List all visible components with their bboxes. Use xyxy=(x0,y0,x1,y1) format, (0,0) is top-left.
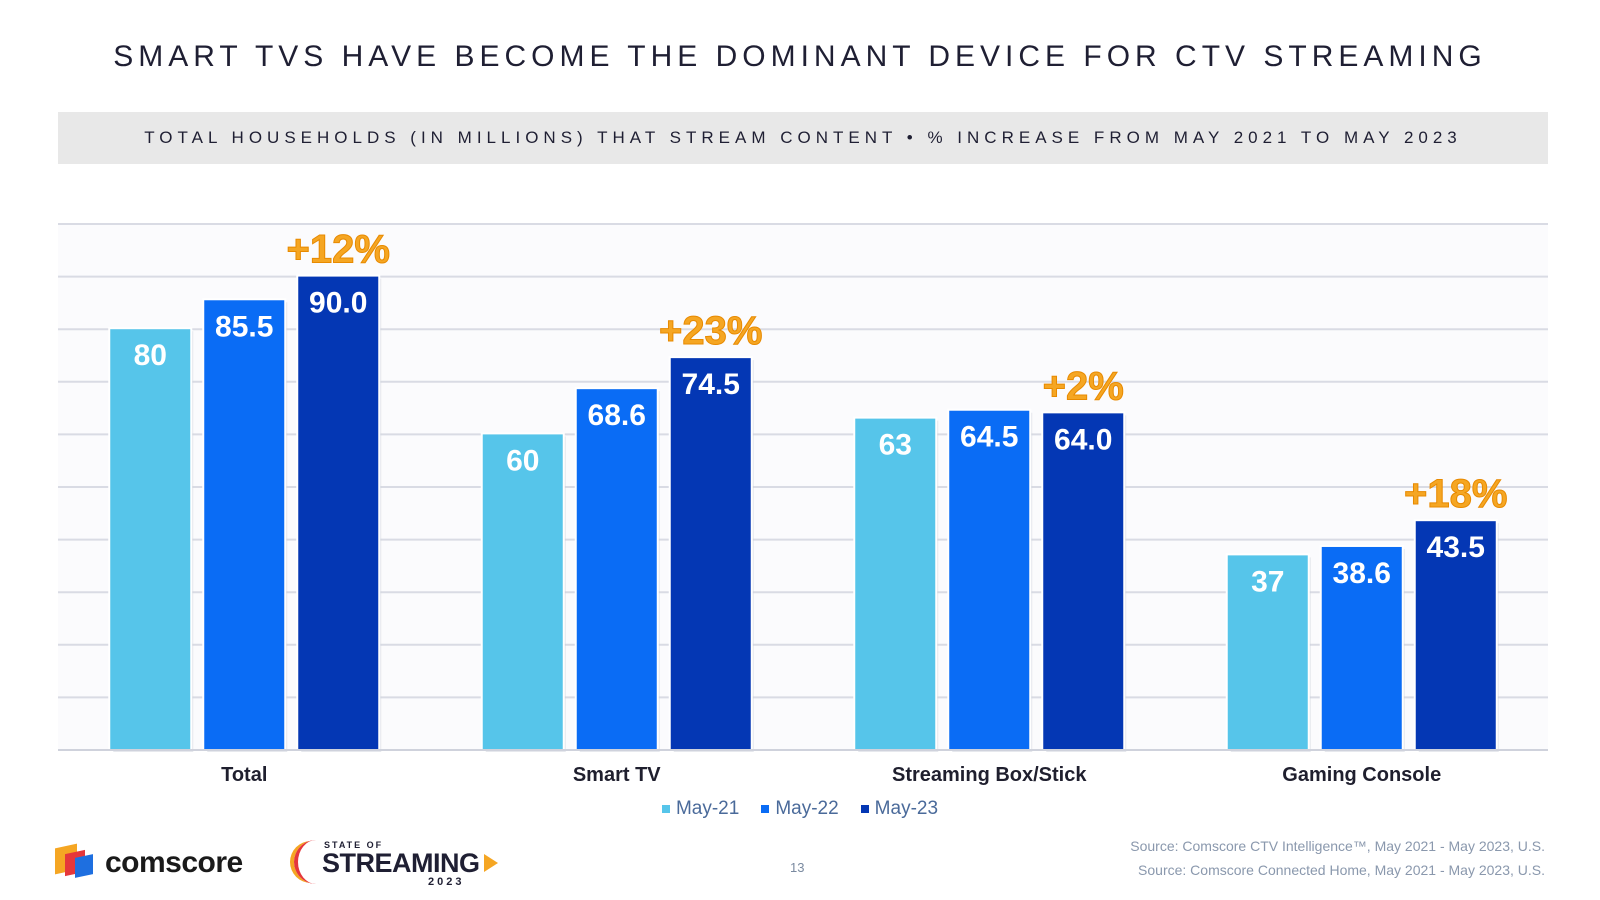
growth-annotation: +2% xyxy=(1043,364,1124,408)
source-note-2: Source: Comscore Connected Home, May 202… xyxy=(1138,862,1545,878)
legend-item-may-22: May-22 xyxy=(761,798,839,820)
bar xyxy=(482,434,563,750)
growth-annotation: +23% xyxy=(659,309,762,353)
bar xyxy=(204,300,285,750)
data-label: 68.6 xyxy=(588,399,646,432)
data-label: 38.6 xyxy=(1333,557,1391,590)
legend-label: May-22 xyxy=(775,798,839,819)
bar xyxy=(1043,413,1124,750)
comscore-logo-icon xyxy=(55,843,95,880)
chart-subtitle: TOTAL HOUSEHOLDS (IN MILLIONS) THAT STRE… xyxy=(144,128,1462,147)
bar xyxy=(949,410,1030,750)
data-label: 64.5 xyxy=(960,421,1018,454)
comscore-wordmark: comscore xyxy=(105,846,243,879)
legend-swatch xyxy=(761,805,770,813)
legend-swatch xyxy=(661,805,670,813)
sos-year: 2023 xyxy=(428,876,465,888)
bar xyxy=(298,276,379,750)
bar xyxy=(855,418,936,750)
sos-state-of: STATE OF xyxy=(324,840,384,850)
data-label: 64.0 xyxy=(1054,423,1112,456)
sos-arc-icon xyxy=(294,840,318,884)
legend-label: May-21 xyxy=(675,798,740,819)
growth-annotation: +12% xyxy=(287,228,390,272)
page-number: 13 xyxy=(790,860,805,875)
bar xyxy=(1321,546,1402,750)
data-label: 43.5 xyxy=(1427,531,1485,564)
sos-streaming: STREAMING xyxy=(322,848,480,878)
slide-title: SMART TVS HAVE BECOME THE DOMINANT DEVIC… xyxy=(113,40,1487,73)
source-note-1: Source: Comscore CTV Intelligence™, May … xyxy=(1130,838,1545,854)
legend-swatch xyxy=(860,805,869,813)
state-of-streaming-logo: STATE OF STREAMING 2023 xyxy=(294,840,504,888)
category-label: Smart TV xyxy=(573,764,661,786)
legend-item-may-23: May-23 xyxy=(860,798,939,820)
play-icon xyxy=(484,854,498,872)
subtitle-band: TOTAL HOUSEHOLDS (IN MILLIONS) THAT STRE… xyxy=(58,112,1548,164)
comscore-logo: comscore xyxy=(55,843,243,880)
data-label: 74.5 xyxy=(682,368,740,401)
legend-item-may-21: May-21 xyxy=(661,798,740,820)
data-label: 90.0 xyxy=(309,287,367,320)
growth-annotation: +18% xyxy=(1404,472,1507,516)
data-label: 60 xyxy=(506,444,539,477)
category-label: Gaming Console xyxy=(1282,764,1441,786)
bar xyxy=(1227,555,1308,750)
bar xyxy=(576,389,657,750)
category-label: Streaming Box/Stick xyxy=(892,764,1087,786)
data-label: 37 xyxy=(1251,565,1284,598)
bar xyxy=(670,358,751,750)
bar xyxy=(1415,521,1496,750)
legend-label: May-23 xyxy=(874,798,939,819)
category-label: Total xyxy=(221,764,267,786)
data-label: 63 xyxy=(879,429,912,462)
bar-chart: 80 85.5 90.0 Total +12% 60 68.6 74.5 Smart TV +23… xyxy=(58,223,1548,786)
bar xyxy=(110,329,191,750)
data-label: 85.5 xyxy=(215,310,273,343)
chart-legend: May-21 May-22 May-23 xyxy=(0,798,1600,820)
data-label: 80 xyxy=(134,339,167,372)
